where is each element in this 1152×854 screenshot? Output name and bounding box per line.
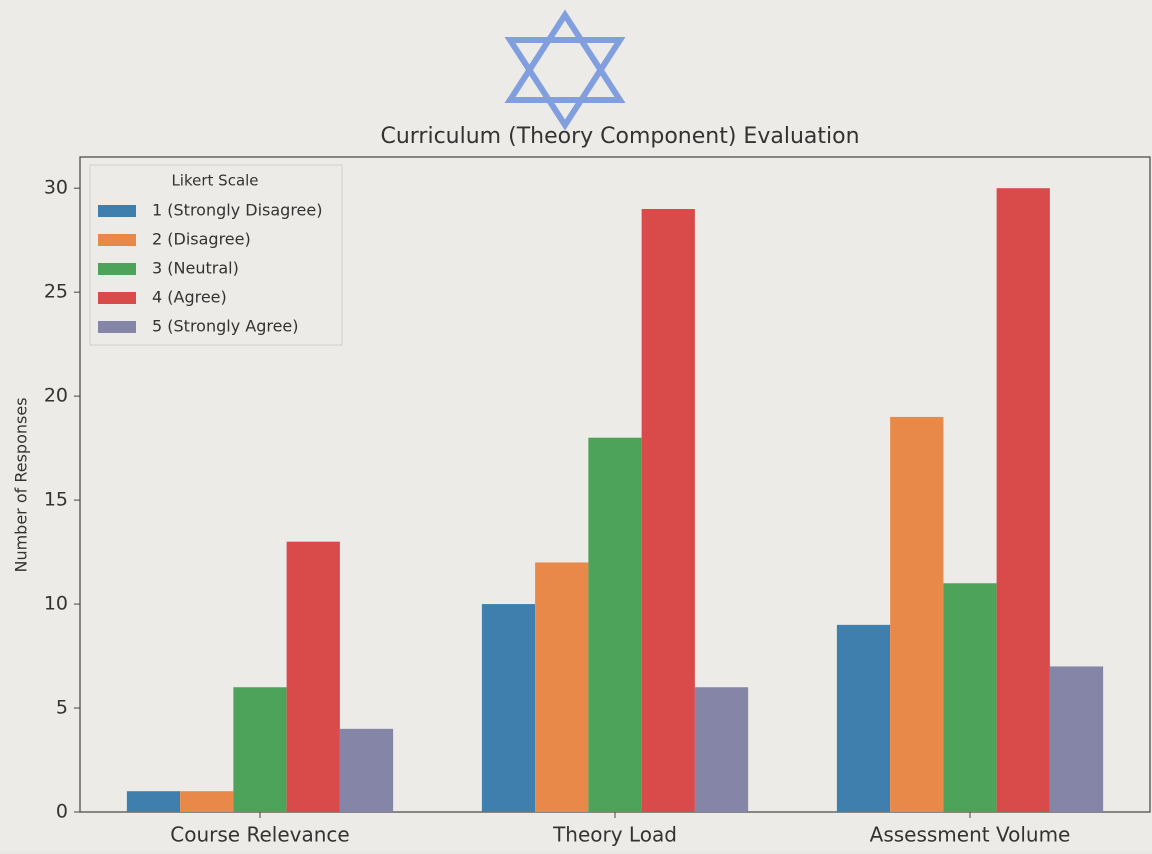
x-tick-label: Assessment Volume: [870, 823, 1071, 847]
bar: [1049, 666, 1104, 812]
legend-label: 2 (Disagree): [152, 230, 251, 249]
legend-swatch: [98, 321, 136, 333]
bar: [286, 541, 340, 812]
legend-label: 5 (Strongly Agree): [152, 317, 299, 336]
bar: [233, 687, 287, 812]
bar: [890, 416, 944, 812]
bar: [996, 188, 1050, 812]
y-tick-label: 15: [44, 489, 68, 511]
y-tick-label: 20: [44, 385, 68, 407]
bar: [481, 604, 536, 812]
bar: [588, 437, 642, 812]
bar: [535, 562, 589, 812]
legend-swatch: [98, 205, 136, 217]
y-tick-label: 30: [44, 177, 68, 199]
y-tick-label: 10: [44, 593, 68, 615]
legend-label: 1 (Strongly Disagree): [152, 201, 322, 220]
chart-title: Curriculum (Theory Component) Evaluation: [380, 124, 859, 149]
y-axis-label: Number of Responses: [12, 397, 31, 572]
stamp: [504, 9, 626, 131]
legend-swatch: [98, 263, 136, 275]
bar: [180, 791, 234, 812]
legend-label: 4 (Agree): [152, 288, 227, 307]
bar: [339, 728, 394, 812]
legend-title: Likert Scale: [171, 172, 258, 190]
legend-box: [89, 164, 343, 346]
x-tick-label: Course Relevance: [170, 823, 349, 847]
bar: [943, 583, 997, 812]
bar: [836, 624, 891, 812]
y-tick-label: 5: [56, 697, 68, 719]
bar: [694, 687, 749, 812]
legend-label: 3 (Neutral): [152, 259, 239, 278]
x-tick-label: Theory Load: [552, 823, 677, 847]
bar: [126, 791, 181, 812]
y-tick-label: 25: [44, 281, 68, 303]
bar: [641, 208, 695, 812]
legend-swatch: [98, 234, 136, 246]
y-tick-label: 0: [56, 801, 68, 823]
legend-swatch: [98, 292, 136, 304]
